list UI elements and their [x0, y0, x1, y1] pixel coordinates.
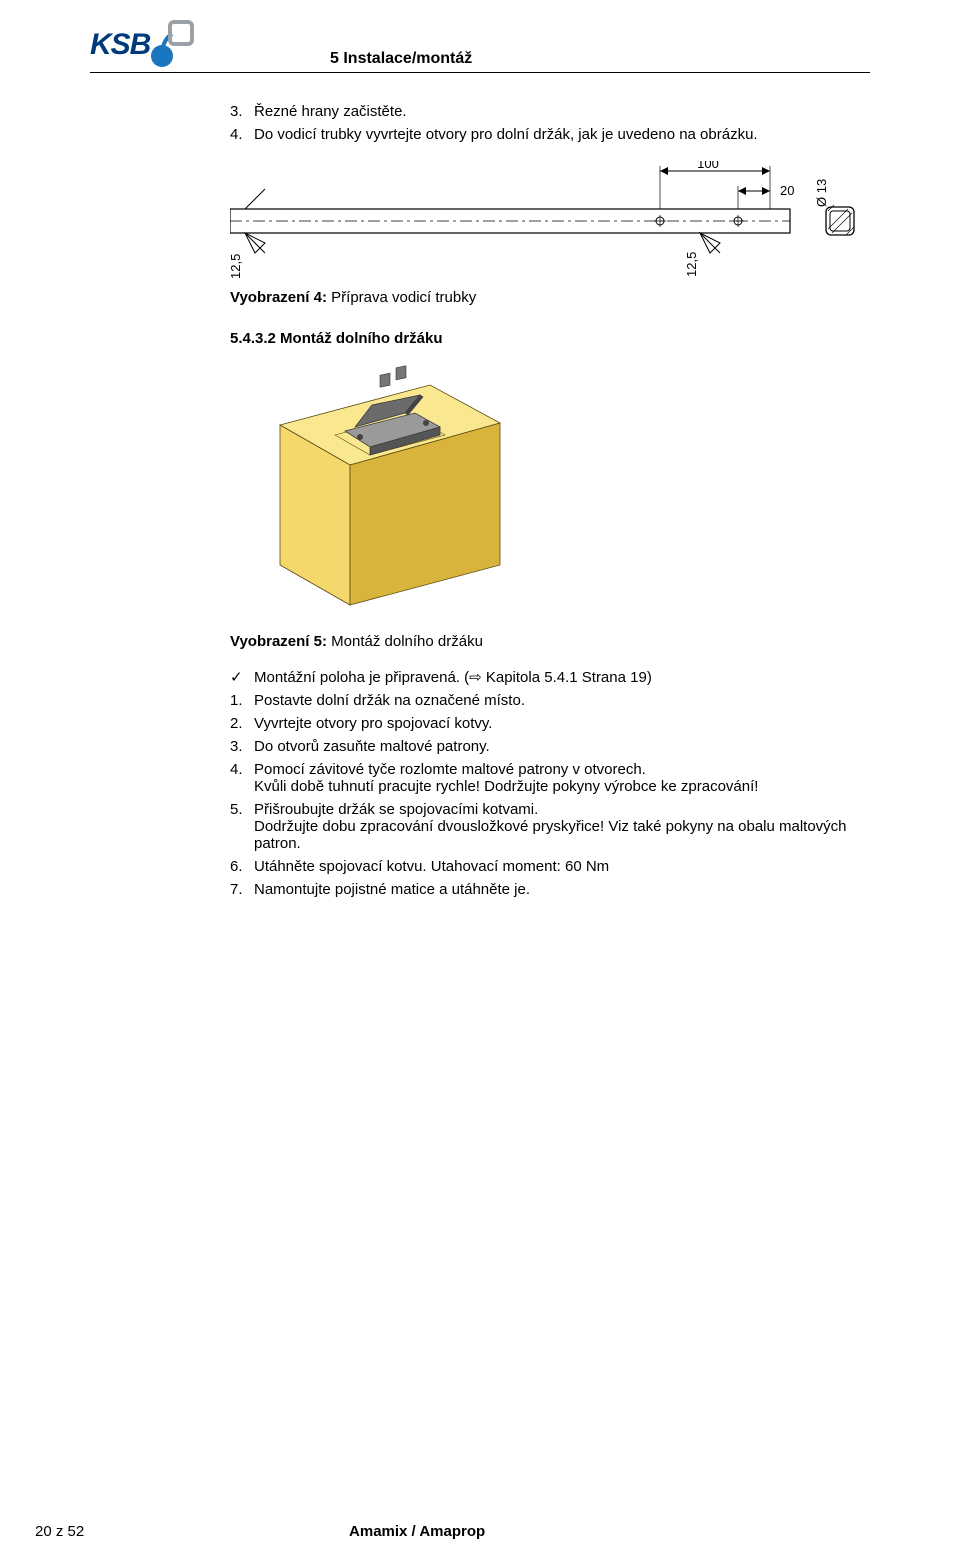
page-number: 20 z 52: [35, 1523, 84, 1540]
step-text: Do otvorů zasuňte maltové patrony.: [254, 738, 860, 755]
list-item: 1.Postavte dolní držák na označené místo…: [230, 692, 860, 709]
page-header: KSB 5 Instalace/montáž: [90, 20, 870, 73]
logo-icon: [150, 20, 194, 68]
step-text: Vyvrtejte otvory pro spojovací kotvy.: [254, 715, 860, 732]
tube-diagram: 100 20: [230, 161, 870, 281]
step-number: 7.: [230, 881, 254, 898]
content: 3. Řezné hrany začistěte. 4. Do vodicí t…: [90, 103, 870, 898]
step-number: 5.: [230, 801, 254, 852]
list-item: 2.Vyvrtejte otvory pro spojovací kotvy.: [230, 715, 860, 732]
figure-5: Vyobrazení 5: Montáž dolního držáku: [230, 365, 860, 650]
step-number: 1.: [230, 692, 254, 709]
figure-4: 100 20: [230, 161, 860, 306]
dim-12-5b: 12,5: [684, 252, 699, 277]
step-number: 6.: [230, 858, 254, 875]
section-header: 5 Instalace/montáž: [330, 50, 472, 68]
step-number: 4.: [230, 126, 254, 143]
figure-4-caption: Vyobrazení 4: Příprava vodicí trubky: [230, 289, 860, 306]
dim-20: 20: [780, 183, 794, 198]
steps-list: 1.Postavte dolní držák na označené místo…: [230, 692, 860, 898]
step-text: Utáhněte spojovací kotvu. Utahovací mome…: [254, 858, 860, 875]
step-number: 2.: [230, 715, 254, 732]
dim-12-5a: 12,5: [230, 254, 243, 279]
caption-text: Příprava vodicí trubky: [331, 289, 476, 306]
step-text: Postavte dolní držák na označené místo.: [254, 692, 860, 709]
step-text: Přišroubujte držák se spojovacími kotvam…: [254, 801, 860, 852]
list-item: 7.Namontujte pojistné matice a utáhněte …: [230, 881, 860, 898]
subsection-heading: 5.4.3.2 Montáž dolního držáku: [230, 330, 860, 347]
ksb-logo: KSB: [90, 20, 190, 68]
list-item: 5.Přišroubujte držák se spojovacími kotv…: [230, 801, 860, 852]
step-number: 3.: [230, 738, 254, 755]
step-text: Namontujte pojistné matice a utáhněte je…: [254, 881, 860, 898]
dim-dia13: Ø 13: [814, 179, 829, 207]
dim-100: 100: [697, 161, 719, 171]
step-number: 3.: [230, 103, 254, 120]
list-item: 3. Řezné hrany začistěte.: [230, 103, 860, 120]
page-footer: 20 z 52 Amamix / Amaprop: [0, 1523, 960, 1540]
product-name: Amamix / Amaprop: [349, 1523, 485, 1540]
prereq-item: ✓ Montážní poloha je připravená. (⇨ Kapi…: [230, 668, 860, 686]
step-number: 4.: [230, 761, 254, 795]
page: KSB 5 Instalace/montáž 3. Řezné hrany za…: [0, 0, 960, 924]
bracket-isometric: [240, 365, 530, 625]
caption-text: Montáž dolního držáku: [331, 633, 483, 650]
logo-text: KSB: [90, 28, 150, 62]
step-text: Pomocí závitové tyče rozlomte maltové pa…: [254, 761, 860, 795]
list-item: 6.Utáhněte spojovací kotvu. Utahovací mo…: [230, 858, 860, 875]
list-item: 4. Do vodicí trubky vyvrtejte otvory pro…: [230, 126, 860, 143]
check-icon: ✓: [230, 668, 254, 686]
step-text: Řezné hrany začistěte.: [254, 103, 860, 120]
list-item: 3.Do otvorů zasuňte maltové patrony.: [230, 738, 860, 755]
figure-5-caption: Vyobrazení 5: Montáž dolního držáku: [230, 633, 860, 650]
caption-lead: Vyobrazení 4:: [230, 289, 327, 306]
list-item: 4.Pomocí závitové tyče rozlomte maltové …: [230, 761, 860, 795]
step-text: Do vodicí trubky vyvrtejte otvory pro do…: [254, 126, 860, 143]
caption-lead: Vyobrazení 5:: [230, 633, 327, 650]
prereq-text: Montážní poloha je připravená. (⇨ Kapito…: [254, 668, 652, 686]
